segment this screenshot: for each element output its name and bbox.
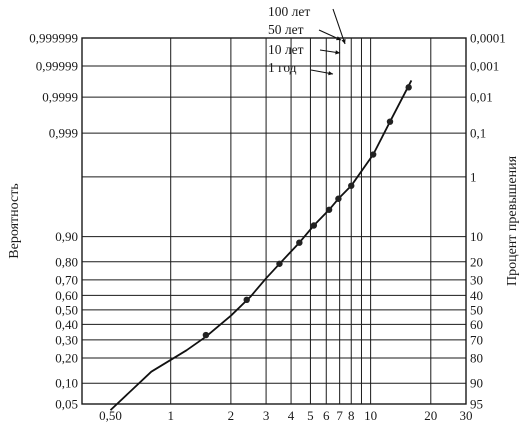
y-left-tick-label: 0,999999 <box>29 31 78 46</box>
y-right-tick-label: 0,1 <box>470 126 486 141</box>
x-tick-label: 30 <box>460 408 473 423</box>
data-point <box>386 118 394 125</box>
x-tick-label: 3 <box>263 408 270 423</box>
data-point <box>335 195 342 202</box>
y-left-tick-label: 0,10 <box>55 376 78 391</box>
data-point <box>369 151 377 158</box>
x-tick-label: 0,50 <box>99 408 122 423</box>
x-tick-label: 6 <box>323 408 330 423</box>
arrow-head <box>335 50 340 55</box>
y-left-tick-label: 0,40 <box>55 317 78 332</box>
data-point <box>243 296 250 304</box>
data-point <box>348 182 355 189</box>
points-layer <box>202 84 412 339</box>
data-point <box>325 206 333 213</box>
data-point <box>310 222 318 229</box>
y-right-tick-label: 95 <box>470 397 483 412</box>
y-right-tick-label: 60 <box>470 317 483 332</box>
y-left-tick-label: 0,20 <box>55 351 78 366</box>
y-left-tick-label: 0,999 <box>49 126 78 141</box>
annotation-layer: 100 лет 50 лет 10 лет 1 год <box>268 4 346 76</box>
curve-layer <box>109 79 413 411</box>
y-axis-left-title: Вероятность <box>7 183 22 258</box>
y-left-tick-label: 0,50 <box>55 302 78 317</box>
x-tick-label: 10 <box>364 408 377 423</box>
arrow-head <box>341 39 346 44</box>
x-tick-label: 1 <box>167 408 174 423</box>
grid-layer <box>82 37 467 405</box>
x-tick-label: 4 <box>288 408 295 423</box>
y-left-tick-label: 0,05 <box>55 397 78 412</box>
x-tick-label: 5 <box>307 408 314 423</box>
data-point <box>202 331 210 339</box>
y-right-tick-label: 20 <box>470 254 483 269</box>
return-period-label: 1 год <box>268 60 297 75</box>
fitted-curve <box>109 79 413 411</box>
x-tick-label: 2 <box>228 408 235 423</box>
return-period-label: 100 лет <box>268 4 310 19</box>
y-right-tick-label: 70 <box>470 332 483 347</box>
y-right-tick-label: 80 <box>470 351 483 366</box>
y-left-tick-label: 0,90 <box>55 229 78 244</box>
y-left-tick-label: 0,60 <box>55 288 78 303</box>
tick-layer: 0,50 1 2 3 4 5 6 7 8 10 20 300,9999990,999990,99990… <box>29 31 506 424</box>
data-point <box>276 260 283 267</box>
return-period-label: 50 лет <box>268 22 304 37</box>
y-right-tick-label: 50 <box>470 302 483 317</box>
y-left-tick-label: 0,70 <box>55 272 78 287</box>
x-tick-label: 20 <box>424 408 437 423</box>
y-right-tick-label: 0,001 <box>470 58 499 73</box>
y-right-tick-label: 10 <box>470 229 483 244</box>
y-right-tick-label: 1 <box>470 169 477 184</box>
y-right-tick-label: 90 <box>470 376 483 391</box>
y-right-tick-label: 40 <box>470 288 483 303</box>
data-point <box>296 239 303 246</box>
y-right-tick-label: 30 <box>470 272 483 287</box>
arrow-head <box>328 71 333 76</box>
y-axis-right-title: Процент превышения <box>505 155 520 286</box>
data-point <box>405 84 412 91</box>
y-left-tick-label: 0,30 <box>55 332 78 347</box>
annotation-arrow <box>332 8 346 45</box>
x-tick-label: 7 <box>336 408 343 423</box>
arrow-head <box>336 36 341 41</box>
y-left-tick-label: 0,9999 <box>42 90 78 105</box>
y-left-tick-label: 0,99999 <box>36 58 78 73</box>
return-period-label: 10 лет <box>268 42 304 57</box>
y-right-tick-label: 0,0001 <box>470 31 506 46</box>
plot-frame <box>81 37 467 405</box>
y-left-tick-label: 0,80 <box>55 254 78 269</box>
y-right-tick-label: 0,01 <box>470 90 493 105</box>
x-tick-label: 8 <box>348 408 355 423</box>
